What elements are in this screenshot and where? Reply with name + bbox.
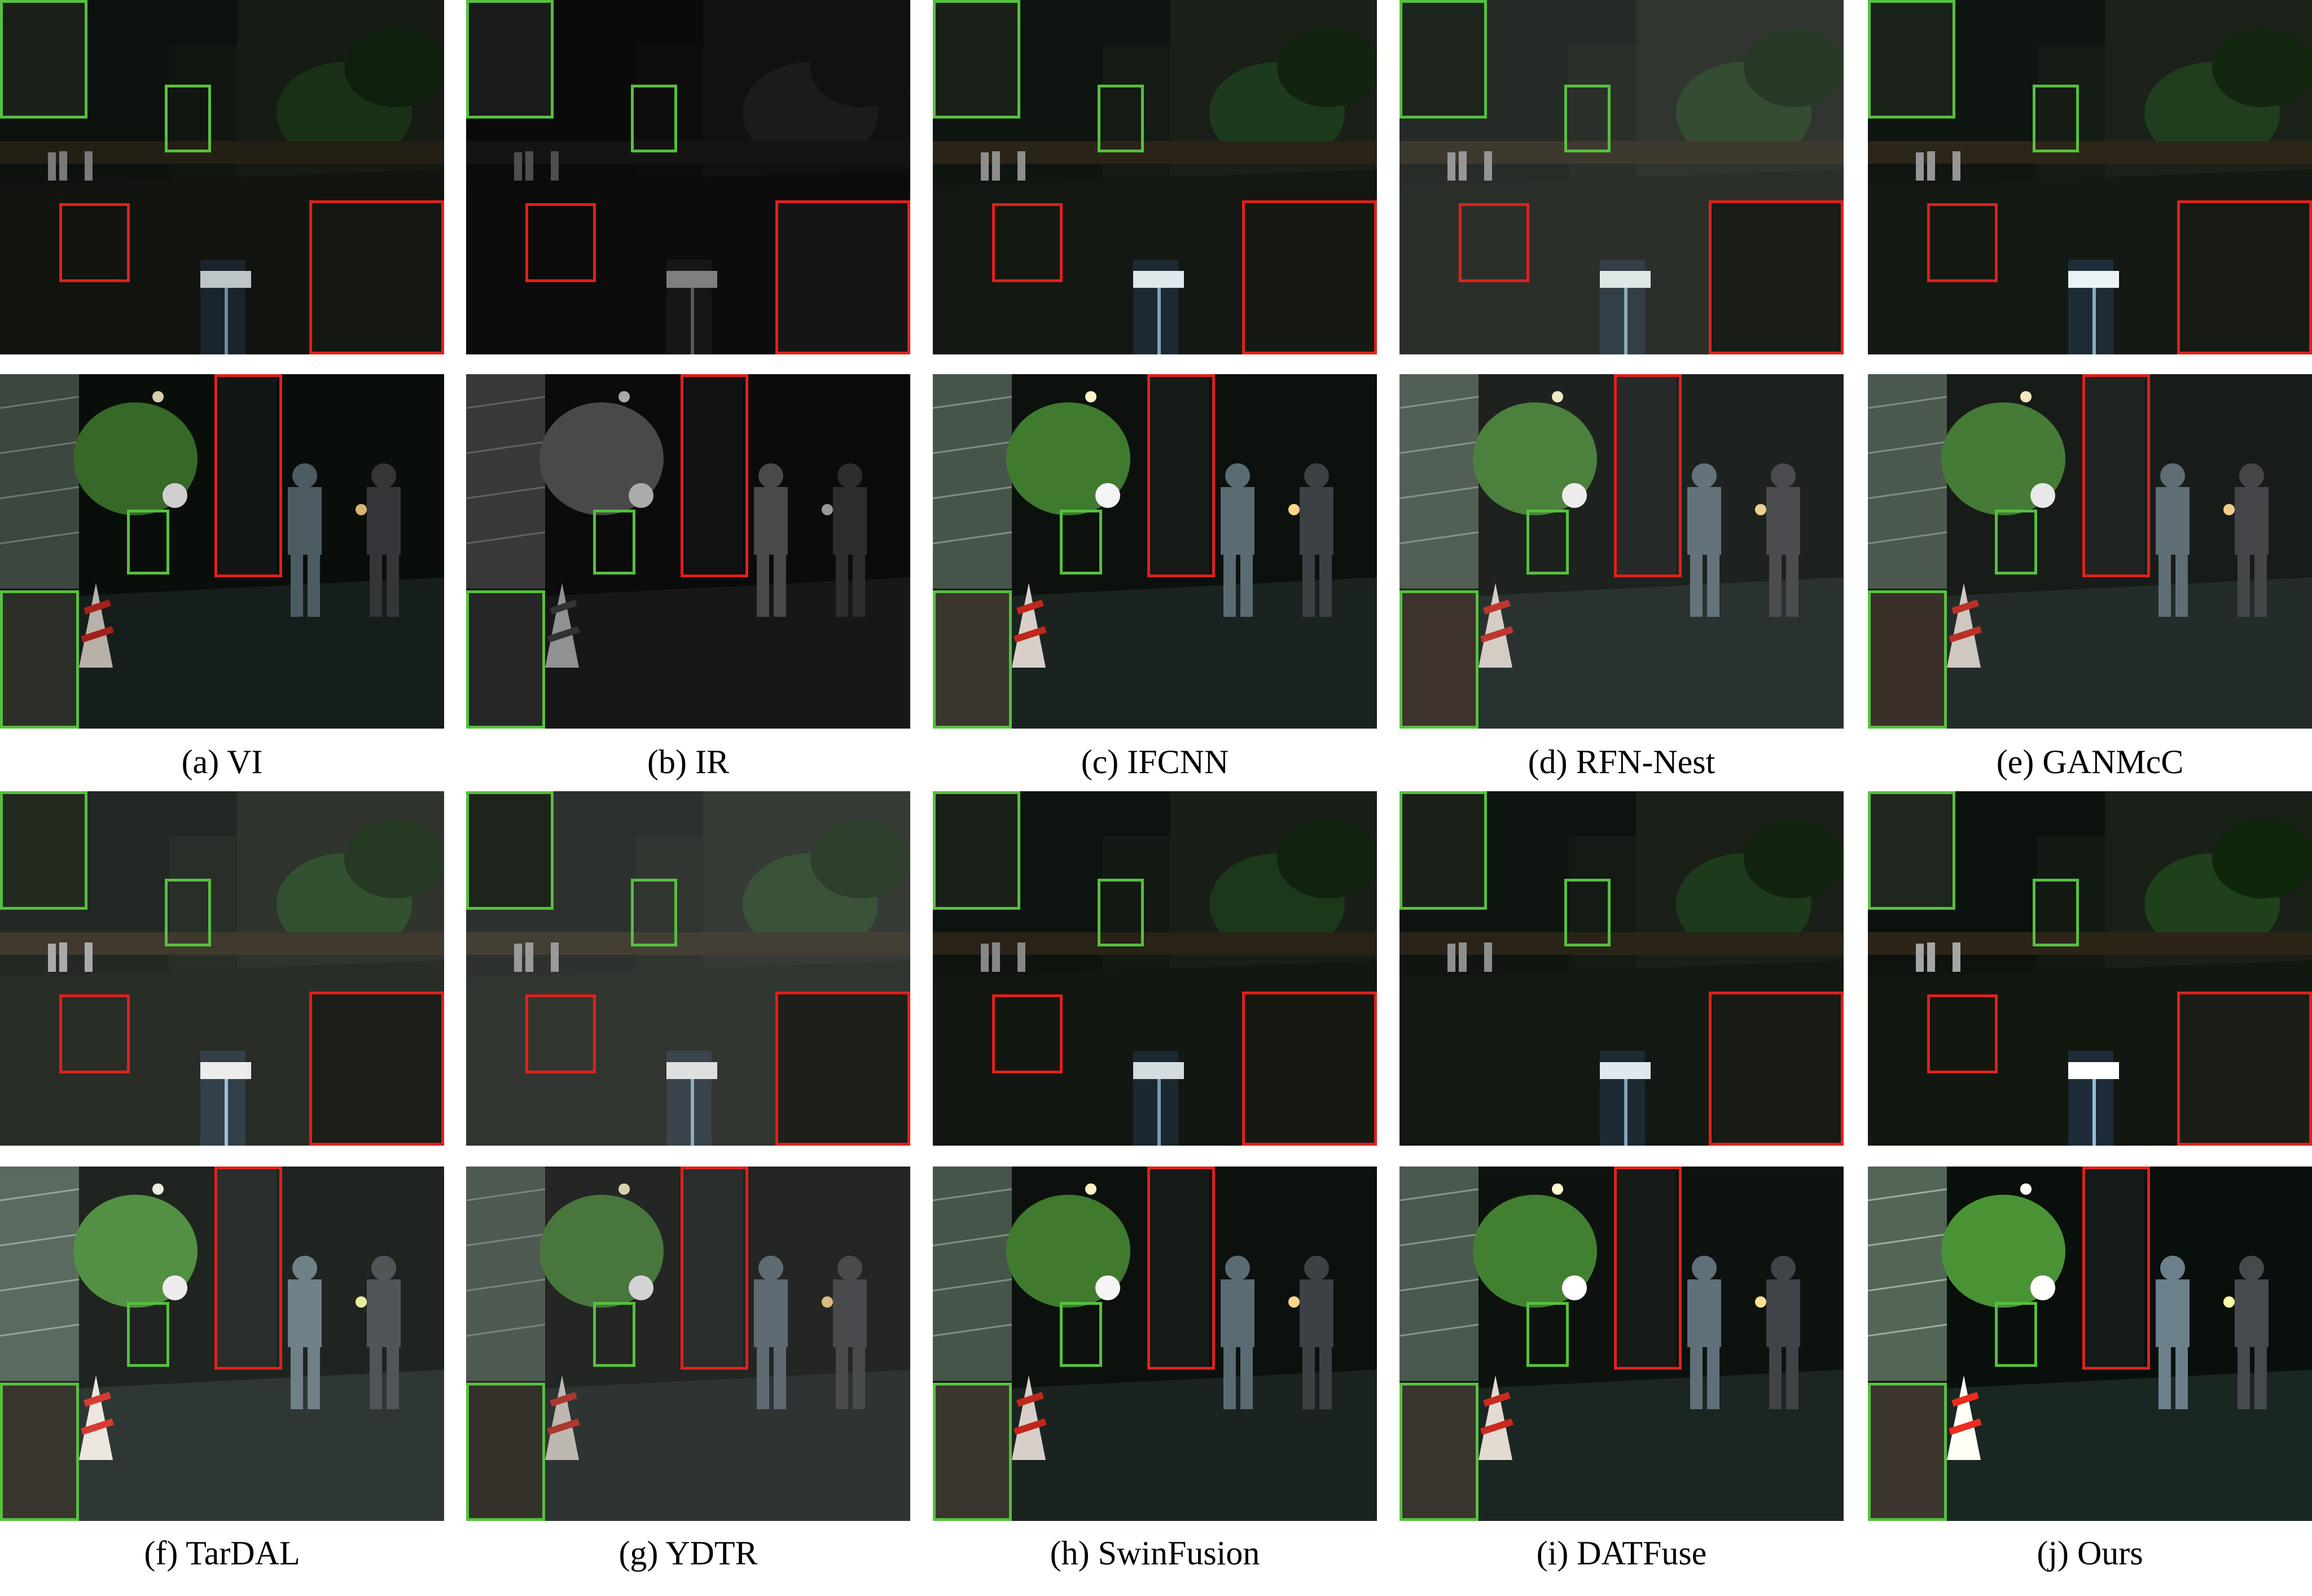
zoom-inset-red xyxy=(1709,200,1844,354)
zoom-inset-green xyxy=(466,590,545,729)
zoom-box-green xyxy=(1564,85,1611,152)
zoom-box-red xyxy=(59,203,130,282)
zoom-box-green xyxy=(127,510,169,575)
zoom-inset-red xyxy=(775,200,910,354)
zoom-box-green xyxy=(1564,879,1611,946)
zoom-box-green xyxy=(127,1302,169,1367)
zoom-box-green xyxy=(2033,879,2079,946)
caption-rfnnest: (d) RFN-Nest xyxy=(1528,743,1716,781)
zoom-inset-green xyxy=(933,791,1020,910)
zoom-box-red xyxy=(214,1167,282,1370)
zoom-box-red xyxy=(1614,1167,1682,1370)
tile-datfuse-scene-b xyxy=(1400,1167,1844,1521)
tile-ours-scene-b xyxy=(1868,1167,2312,1521)
zoom-box-green xyxy=(165,879,211,946)
zoom-box-red xyxy=(681,1167,748,1370)
zoom-box-green xyxy=(1995,1302,2037,1367)
zoom-box-green xyxy=(1995,510,2037,575)
zoom-box-red xyxy=(1614,374,1682,577)
zoom-inset-green xyxy=(0,1383,79,1521)
zoom-inset-green xyxy=(1868,0,1955,119)
zoom-inset-green xyxy=(466,1383,545,1521)
caption-swinfusion: (h) SwinFusion xyxy=(1050,1534,1260,1572)
tile-tardal-scene-b xyxy=(0,1167,444,1521)
zoom-box-red xyxy=(2082,1167,2150,1370)
caption-vi: (a) VI xyxy=(181,743,263,781)
zoom-box-red xyxy=(525,994,596,1073)
zoom-box-green xyxy=(1526,510,1569,575)
zoom-box-red xyxy=(992,994,1063,1073)
caption-datfuse: (i) DATFuse xyxy=(1536,1534,1707,1572)
zoom-inset-red xyxy=(775,992,910,1146)
zoom-inset-green xyxy=(466,0,554,119)
tile-vi-scene-b xyxy=(0,374,444,729)
zoom-box-green xyxy=(1060,510,1102,575)
tile-ganmcc-scene-a xyxy=(1868,0,2312,354)
zoom-inset-green xyxy=(0,791,87,910)
zoom-box-red xyxy=(1147,374,1215,577)
caption-ganmcc: (e) GANMcC xyxy=(1996,743,2184,781)
tile-rfnnest-scene-b xyxy=(1400,374,1844,729)
tile-vi-scene-a xyxy=(0,0,444,354)
zoom-box-green xyxy=(631,879,677,946)
zoom-box-red xyxy=(1927,203,1998,282)
tile-ours-scene-a xyxy=(1868,791,2312,1146)
tile-ydtr-scene-b xyxy=(466,1167,910,1521)
zoom-inset-green xyxy=(1400,0,1487,119)
zoom-inset-green xyxy=(1868,791,1955,910)
zoom-inset-green xyxy=(933,1383,1012,1521)
zoom-box-red xyxy=(1147,1167,1215,1370)
zoom-box-green xyxy=(1060,1302,1102,1367)
tile-swinfusion-scene-b xyxy=(933,1167,1377,1521)
zoom-box-green xyxy=(165,85,211,152)
zoom-inset-green xyxy=(1868,1383,1947,1521)
tile-ifcnn-scene-a xyxy=(933,0,1377,354)
zoom-box-red xyxy=(1459,203,1529,282)
zoom-inset-red xyxy=(2177,992,2312,1146)
zoom-inset-green xyxy=(1400,791,1487,910)
tile-swinfusion-scene-a xyxy=(933,791,1377,1146)
tile-datfuse-scene-a xyxy=(1400,791,1844,1146)
zoom-inset-red xyxy=(1242,992,1377,1146)
zoom-box-red xyxy=(1927,994,1998,1073)
zoom-inset-green xyxy=(1400,1383,1479,1521)
caption-ifcnn: (c) IFCNN xyxy=(1081,743,1229,781)
zoom-box-green xyxy=(593,510,635,575)
zoom-inset-green xyxy=(0,0,87,119)
tile-ifcnn-scene-b xyxy=(933,374,1377,729)
tile-ir-scene-b xyxy=(466,374,910,729)
tile-ganmcc-scene-b xyxy=(1868,374,2312,729)
zoom-box-green xyxy=(631,85,677,152)
zoom-inset-green xyxy=(1868,590,1947,729)
zoom-inset-red xyxy=(309,992,444,1146)
tile-ydtr-scene-a xyxy=(466,791,910,1146)
zoom-box-red xyxy=(992,203,1063,282)
zoom-inset-green xyxy=(1400,590,1479,729)
tile-tardal-scene-a xyxy=(0,791,444,1146)
zoom-box-green xyxy=(1098,85,1144,152)
zoom-box-green xyxy=(593,1302,635,1367)
zoom-box-green xyxy=(1526,1302,1569,1367)
zoom-box-green xyxy=(1098,879,1144,946)
tile-ir-scene-a xyxy=(466,0,910,354)
zoom-inset-green xyxy=(933,0,1020,119)
caption-ours: (j) Ours xyxy=(2037,1534,2143,1572)
zoom-box-red xyxy=(681,374,748,577)
zoom-inset-red xyxy=(1242,200,1377,354)
zoom-box-red xyxy=(214,374,282,577)
zoom-inset-green xyxy=(933,590,1012,729)
zoom-inset-green xyxy=(0,590,79,729)
caption-ydtr: (g) YDTR xyxy=(618,1534,758,1572)
zoom-box-green xyxy=(2033,85,2079,152)
zoom-inset-green xyxy=(466,791,554,910)
zoom-inset-red xyxy=(309,200,444,354)
zoom-box-red xyxy=(525,203,596,282)
caption-tardal: (f) TarDAL xyxy=(144,1534,300,1572)
tile-rfnnest-scene-a xyxy=(1400,0,1844,354)
caption-ir: (b) IR xyxy=(647,743,729,781)
zoom-box-red xyxy=(1709,992,1844,1146)
zoom-inset-red xyxy=(2177,200,2312,354)
zoom-box-red xyxy=(2082,374,2150,577)
zoom-box-red xyxy=(59,994,130,1073)
